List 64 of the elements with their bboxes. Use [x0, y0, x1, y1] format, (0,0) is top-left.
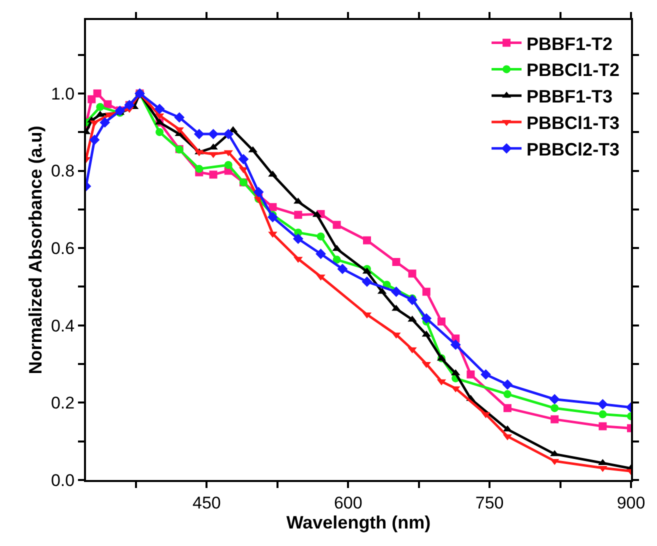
point — [362, 236, 371, 244]
point — [503, 404, 512, 412]
point — [502, 379, 513, 390]
y-tick-label: 0.6 — [50, 239, 75, 258]
legend-label: PBBCl1-T2 — [526, 60, 620, 80]
x-axis-title: Wavelength (nm) — [286, 512, 431, 532]
point — [268, 203, 277, 212]
point — [195, 164, 204, 173]
point — [294, 210, 302, 219]
point — [332, 256, 341, 264]
point — [466, 370, 475, 378]
point — [253, 186, 264, 198]
point — [332, 220, 341, 229]
point — [194, 128, 204, 140]
legend-label: PBBCl2-T3 — [526, 139, 620, 160]
legend-label: PBBF1-T2 — [526, 34, 613, 54]
point — [316, 248, 326, 260]
point — [238, 154, 249, 164]
point — [100, 117, 110, 128]
point — [104, 100, 112, 108]
point — [96, 102, 104, 111]
y-tick-label: 0.8 — [50, 162, 75, 181]
point — [223, 128, 234, 140]
point — [598, 410, 607, 418]
legend-label: PBBCl1-T3 — [526, 113, 620, 134]
point — [598, 422, 607, 430]
x-tick-label: 900 — [616, 493, 646, 512]
point — [408, 270, 416, 278]
x-tick-label: 750 — [475, 493, 504, 512]
x-tick-label: 450 — [192, 493, 221, 512]
point — [550, 415, 559, 424]
point — [362, 276, 372, 287]
point — [208, 128, 218, 140]
point — [549, 394, 560, 404]
point — [156, 128, 164, 136]
y-tick-label: 1.0 — [50, 84, 75, 104]
y-tick-label: 0.4 — [50, 316, 75, 336]
y-tick-label: 0.0 — [50, 470, 75, 490]
y-axis-title: Normalized Absorbance (a.u) — [26, 126, 46, 374]
point — [437, 318, 446, 326]
point — [209, 170, 218, 179]
point — [292, 234, 304, 244]
legend-label: PBBF1-T3 — [526, 86, 613, 107]
point — [392, 258, 400, 266]
y-tick-label: 0.2 — [50, 394, 75, 413]
point — [224, 160, 232, 169]
point — [89, 134, 100, 146]
point — [450, 340, 461, 350]
point — [598, 399, 608, 410]
point — [316, 232, 325, 240]
point — [154, 104, 165, 114]
point — [422, 288, 430, 296]
point — [407, 294, 418, 306]
point — [268, 212, 278, 222]
point — [93, 89, 102, 98]
point — [550, 404, 559, 412]
point — [391, 286, 402, 297]
point — [480, 369, 491, 380]
point — [421, 313, 432, 324]
point — [503, 390, 512, 398]
point — [88, 95, 96, 104]
x-tick-label: 600 — [334, 493, 362, 512]
point — [337, 264, 348, 274]
point — [174, 112, 185, 123]
